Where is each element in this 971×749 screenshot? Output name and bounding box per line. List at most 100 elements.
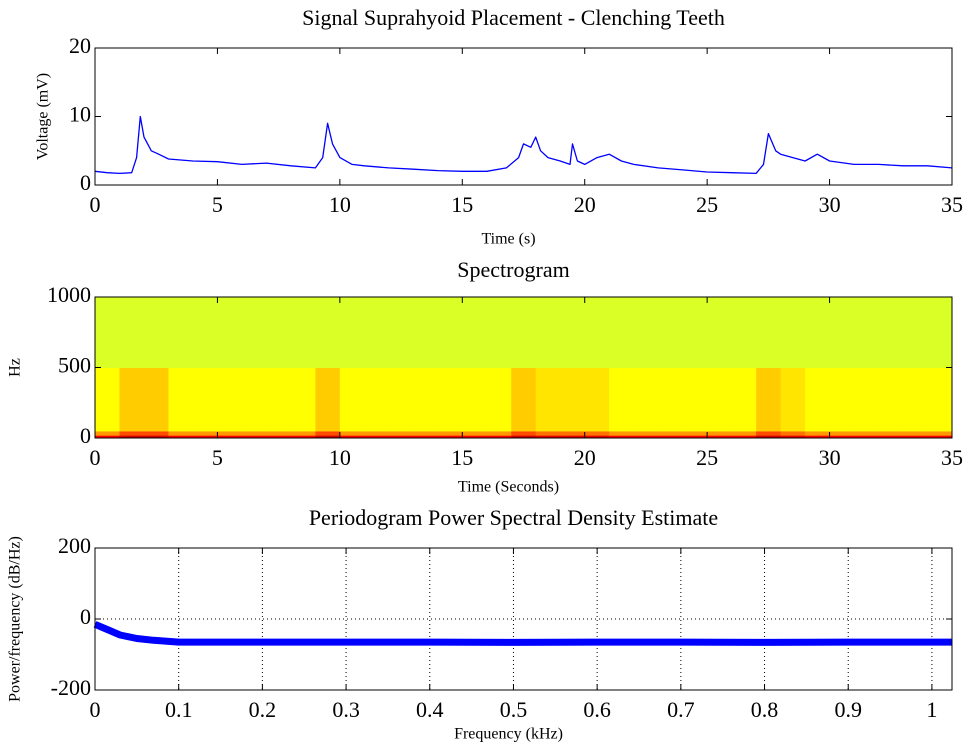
heat-cell — [560, 435, 586, 439]
x-tick-label: 0.9 — [834, 697, 862, 722]
heat-cell — [290, 297, 316, 368]
y-axis-label: Voltage (mV) — [35, 73, 52, 160]
heat-cell — [658, 367, 684, 432]
heat-cell — [658, 297, 684, 368]
heat-cell — [903, 367, 929, 432]
heat-cell — [315, 297, 341, 368]
heat-cell — [829, 435, 855, 439]
heat-cell — [609, 297, 635, 368]
heat-cell — [413, 297, 439, 368]
y-tick-label: 1000 — [47, 282, 91, 307]
heat-cell — [192, 435, 218, 439]
heat-cell — [927, 435, 953, 439]
heat-cell — [339, 297, 365, 368]
heat-cell — [462, 297, 488, 368]
heat-cell — [119, 435, 145, 439]
x-tick-label: 0.4 — [416, 697, 444, 722]
heat-cell — [266, 297, 292, 368]
heat-cell — [878, 367, 904, 432]
heat-cell — [731, 297, 757, 368]
heat-cell — [633, 430, 659, 436]
heat-cell — [584, 297, 610, 368]
heat-cell — [829, 430, 855, 436]
heat-cell — [119, 430, 145, 436]
heat-cell — [119, 367, 145, 432]
heat-cell — [707, 367, 733, 432]
heat-cell — [927, 297, 953, 368]
heat-cell — [437, 435, 463, 439]
heat-cell — [731, 430, 757, 436]
heat-cell — [633, 367, 659, 432]
heat-cell — [780, 430, 806, 436]
heat-cell — [854, 297, 880, 368]
heat-cell — [780, 367, 806, 432]
chart-title: Spectrogram — [457, 257, 569, 282]
heat-cell — [511, 367, 537, 432]
x-tick-label: 0 — [90, 445, 101, 470]
heat-cell — [633, 297, 659, 368]
heat-cell — [609, 367, 635, 432]
y-tick-label: 0 — [80, 604, 91, 629]
heat-cell — [388, 367, 414, 432]
heat-cell — [560, 430, 586, 436]
x-tick-label: 5 — [212, 192, 223, 217]
heat-cell — [437, 430, 463, 436]
heat-cell — [878, 435, 904, 439]
heat-cell — [241, 435, 267, 439]
heat-cell — [903, 435, 929, 439]
x-tick-label: 35 — [941, 445, 963, 470]
heat-cell — [143, 435, 169, 439]
heat-cell — [413, 430, 439, 436]
signal-line — [94, 115, 953, 175]
x-tick-label: 25 — [696, 445, 718, 470]
heat-cell — [805, 367, 831, 432]
heat-cell — [290, 430, 316, 436]
heat-cell — [927, 367, 953, 432]
x-tick-label: 0.8 — [751, 697, 779, 722]
heat-cell — [780, 435, 806, 439]
heat-cell — [143, 367, 169, 432]
plot-area — [95, 48, 952, 185]
heat-cell — [805, 430, 831, 436]
heat-cell — [854, 435, 880, 439]
heat-cell — [315, 367, 341, 432]
heat-cell — [364, 367, 390, 432]
y-axis-label: Power/frequency (dB/Hz) — [7, 536, 24, 702]
heat-cell — [829, 297, 855, 368]
x-tick-label: 10 — [329, 445, 351, 470]
heat-cell — [95, 297, 120, 368]
heat-cell — [95, 430, 120, 436]
heat-cell — [535, 367, 561, 432]
heat-cell — [535, 435, 561, 439]
heat-cell — [927, 430, 953, 436]
y-tick-label: -200 — [51, 675, 91, 700]
heat-cell — [486, 367, 512, 432]
x-tick-label: 0.6 — [583, 697, 611, 722]
heat-cell — [682, 367, 708, 432]
heat-cell — [780, 297, 806, 368]
x-axis-label: Time (s) — [481, 231, 535, 248]
heat-cell — [560, 297, 586, 368]
heat-cell — [486, 435, 512, 439]
heat-cell — [584, 367, 610, 432]
heat-cell — [658, 430, 684, 436]
heat-cell — [805, 297, 831, 368]
heat-cell — [462, 430, 488, 436]
heat-cell — [168, 367, 194, 432]
heat-cell — [756, 435, 782, 439]
heat-cell — [241, 430, 267, 436]
heat-cell — [315, 435, 341, 439]
heat-cell — [290, 367, 316, 432]
heat-cell — [462, 435, 488, 439]
x-axis-label: Time (Seconds) — [458, 479, 559, 496]
heat-cell — [437, 367, 463, 432]
heat-cell — [682, 430, 708, 436]
heat-cell — [609, 435, 635, 439]
heat-cell — [168, 435, 194, 439]
x-tick-label: 0.3 — [332, 697, 360, 722]
heat-cell — [707, 435, 733, 439]
heat-cell — [413, 435, 439, 439]
heat-cell — [364, 435, 390, 439]
heat-cell — [462, 367, 488, 432]
x-tick-label: 35 — [941, 192, 963, 217]
